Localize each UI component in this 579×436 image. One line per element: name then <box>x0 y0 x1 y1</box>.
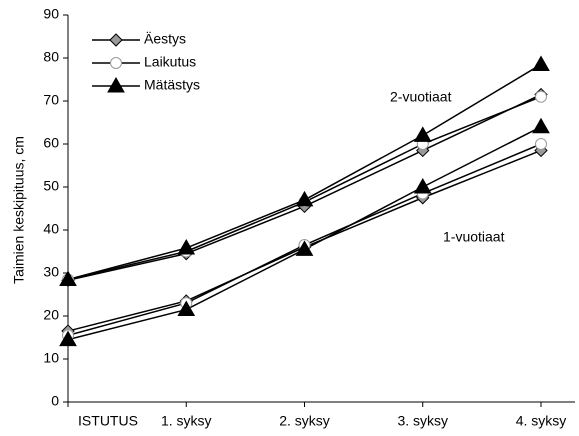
marker <box>295 240 314 256</box>
y-tick-label: 0 <box>51 393 59 409</box>
legend-label: Laikutus <box>144 54 196 70</box>
y-tick-label: 30 <box>43 264 59 280</box>
marker <box>535 138 547 150</box>
marker <box>177 300 196 317</box>
group-label: 1-vuotiaat <box>443 229 505 245</box>
marker <box>532 117 550 134</box>
y-tick-label: 80 <box>43 49 59 65</box>
marker <box>535 90 547 103</box>
y-tick-label: 70 <box>43 92 59 108</box>
y-tick-label: 40 <box>43 221 59 237</box>
y-tick-label: 10 <box>43 350 59 366</box>
group-label: 2-vuotiaat <box>390 89 452 105</box>
y-tick-label: 50 <box>43 178 59 194</box>
x-tick-label: 1. syksy <box>161 413 212 429</box>
marker <box>413 126 432 142</box>
legend-label: Mätästys <box>144 77 200 93</box>
x-tick-label: 4. syksy <box>516 413 567 429</box>
y-axis-label: Taimien keskipituus, cm <box>11 136 27 284</box>
marker <box>107 76 125 93</box>
y-tick-label: 90 <box>43 6 59 22</box>
marker <box>110 57 122 69</box>
marker <box>532 55 550 71</box>
marker <box>413 177 432 194</box>
x-tick-label: 2. syksy <box>279 413 330 429</box>
x-tick-label: 3. syksy <box>397 413 448 429</box>
y-tick-label: 60 <box>43 135 59 151</box>
marker <box>177 239 196 255</box>
marker <box>59 330 77 347</box>
legend-label: Äestys <box>144 31 186 47</box>
marker <box>109 33 123 47</box>
x-tick-label: ISTUTUS <box>78 413 138 429</box>
marker <box>295 190 314 207</box>
marker <box>59 270 77 286</box>
y-tick-label: 20 <box>43 307 59 323</box>
